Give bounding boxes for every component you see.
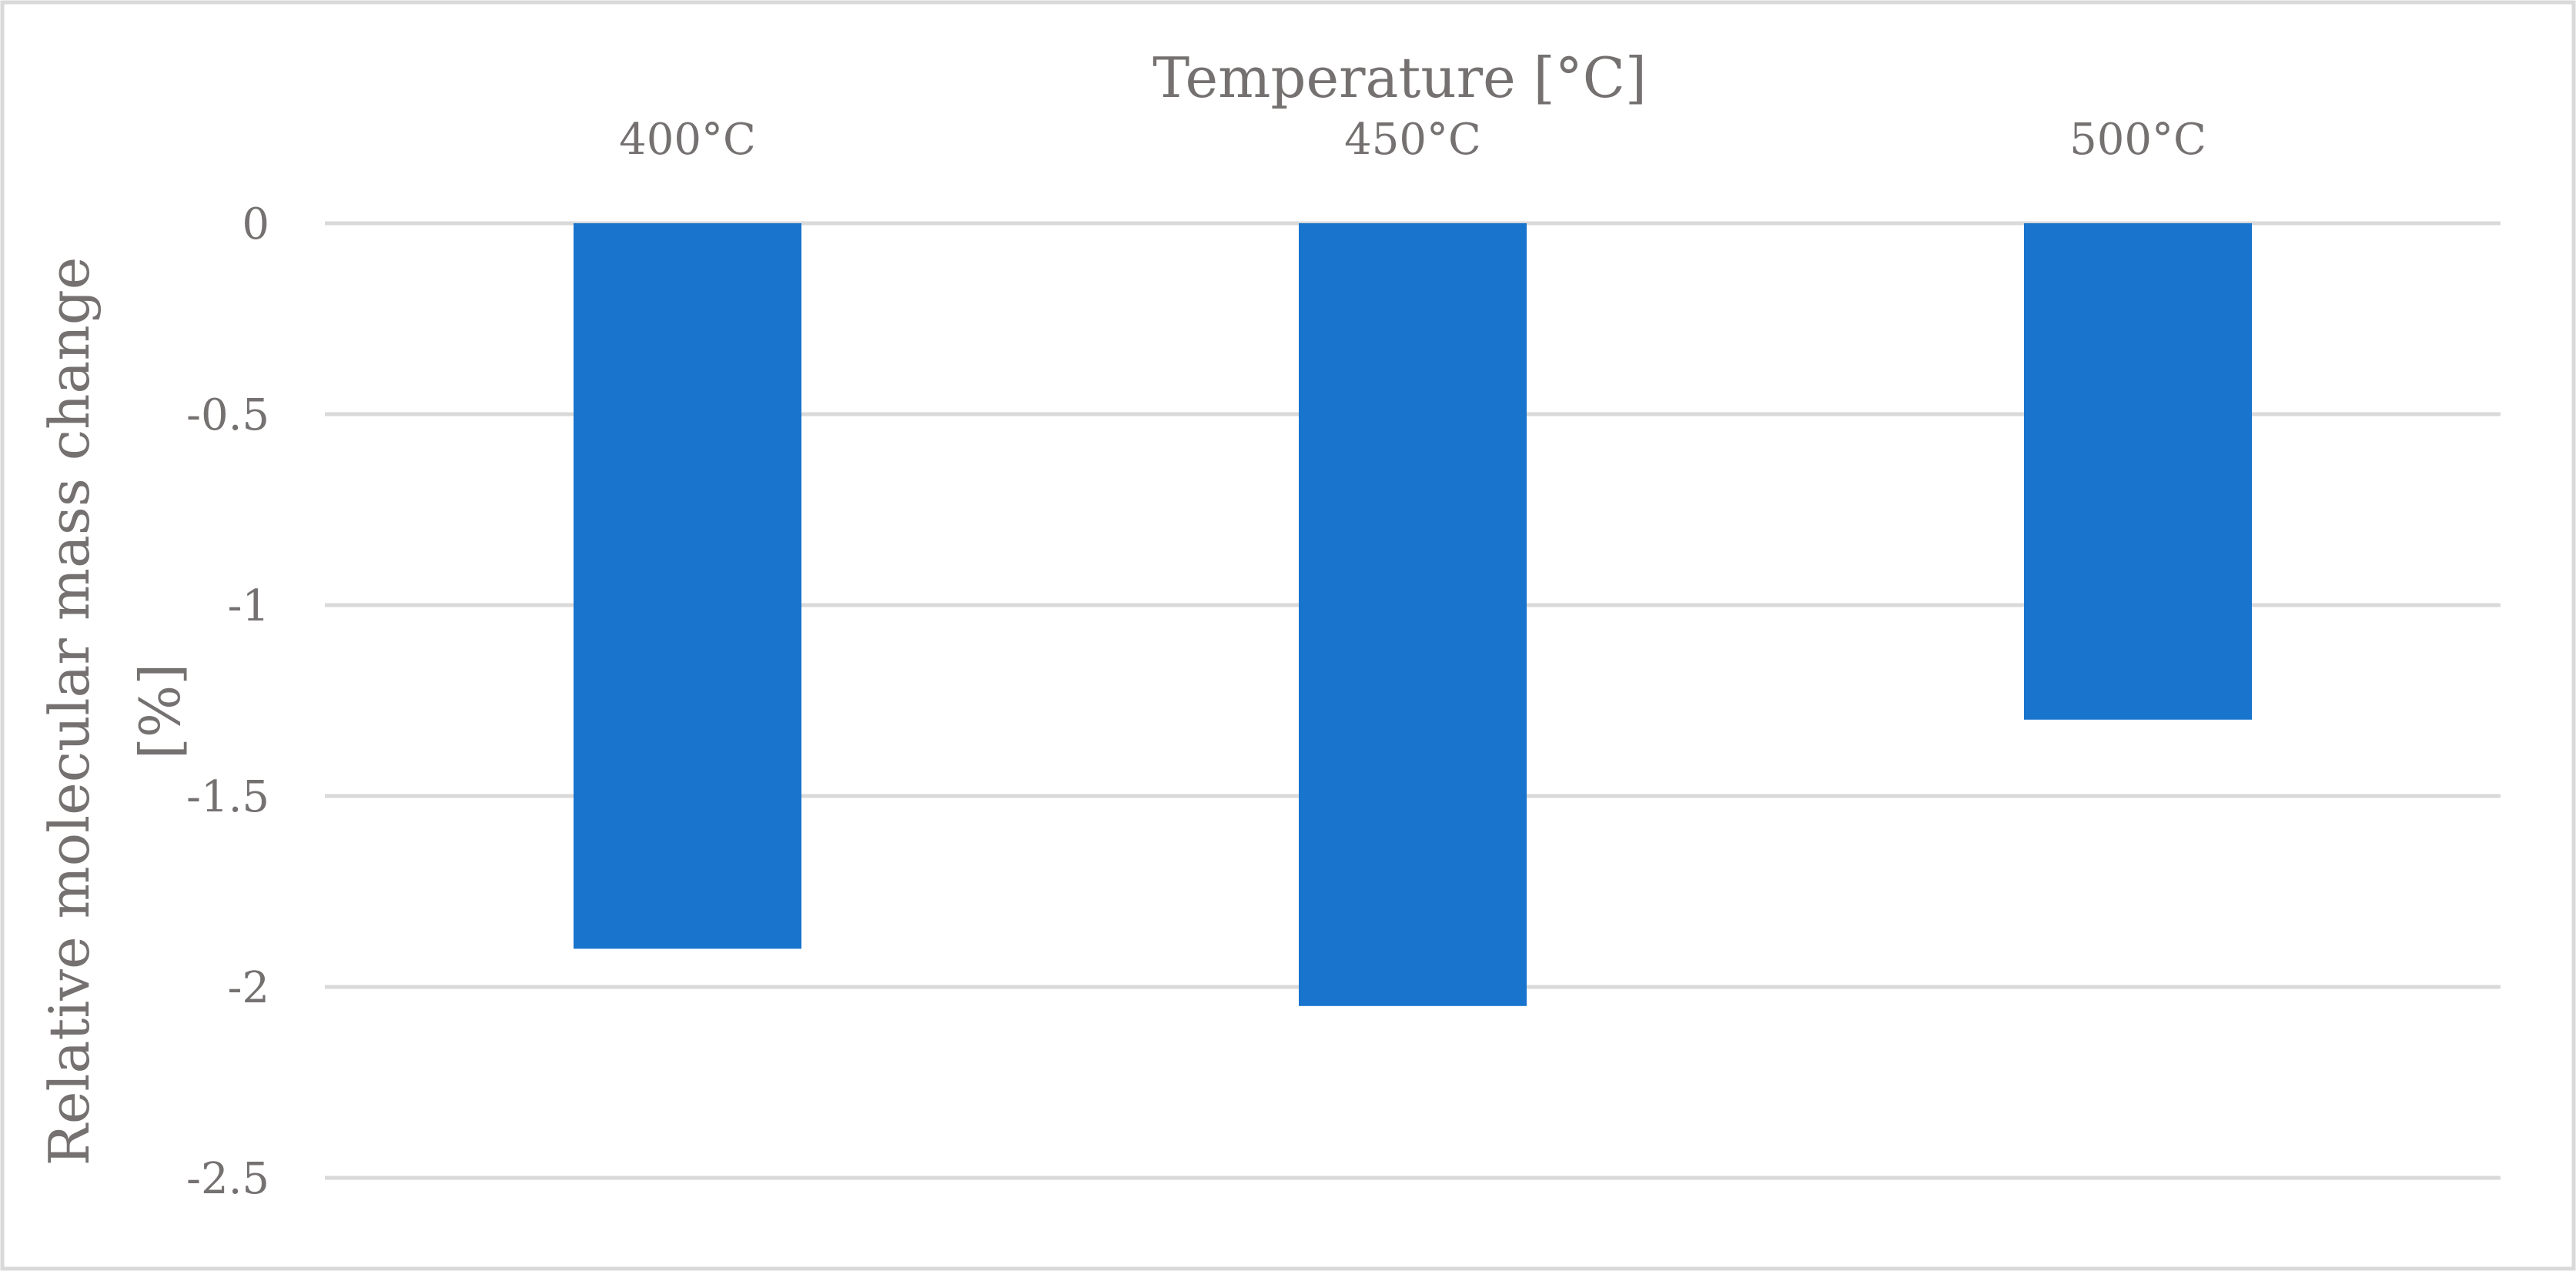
y-axis-title-line-1: Relative molecular mass change — [37, 257, 102, 1166]
x-axis-title: Temperature [°C] — [1153, 45, 1647, 110]
y-tick-label: -1.5 — [186, 772, 269, 822]
x-tick-label: 450°C — [1344, 115, 1481, 165]
bar — [2024, 223, 2252, 720]
y-tick-label: -1 — [227, 581, 269, 631]
y-tick-label: -2 — [227, 963, 269, 1013]
x-axis-ticks: 400°C 450°C 500°C — [619, 115, 2206, 165]
y-axis-title-line-2: [%] — [128, 664, 192, 760]
bar — [574, 223, 801, 949]
y-tick-label: -0.5 — [186, 390, 269, 440]
y-tick-label: -2.5 — [186, 1154, 269, 1204]
y-tick-label: 0 — [242, 199, 269, 249]
bars — [574, 223, 2252, 1006]
bar — [1299, 223, 1527, 1006]
x-tick-label: 500°C — [2069, 115, 2206, 165]
x-tick-label: 400°C — [619, 115, 756, 165]
y-axis-title: Relative molecular mass change [%] — [37, 257, 192, 1166]
y-axis-ticks: 0 -0.5 -1 -1.5 -2 -2.5 — [186, 199, 269, 1204]
